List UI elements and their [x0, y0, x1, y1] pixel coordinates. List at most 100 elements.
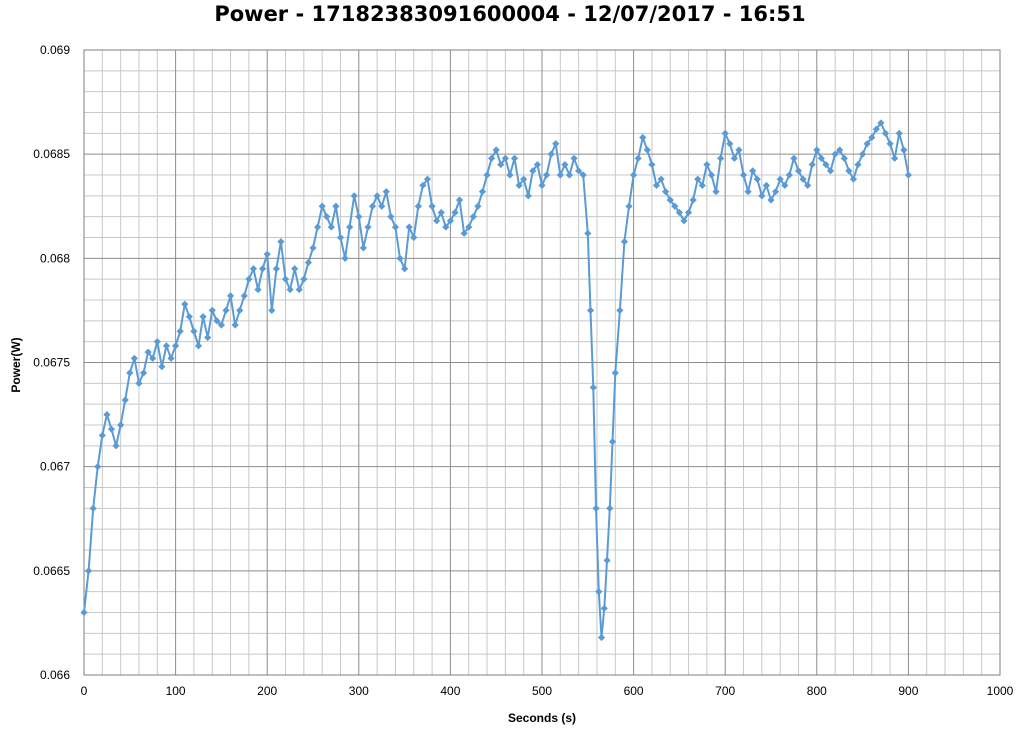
data-point — [556, 171, 564, 179]
data-point — [767, 196, 775, 204]
data-point — [845, 167, 853, 175]
data-point — [327, 223, 335, 231]
data-point — [538, 181, 546, 190]
y-tick-label: 0.066 — [40, 668, 70, 682]
data-point — [794, 167, 803, 175]
data-point — [405, 223, 413, 231]
data-point — [478, 188, 487, 196]
data-point — [410, 233, 418, 242]
data-point — [84, 567, 93, 575]
data-point — [208, 306, 216, 315]
data-point — [776, 175, 784, 183]
data-point — [634, 154, 642, 162]
data-point — [121, 396, 129, 404]
data-point — [112, 442, 120, 450]
data-point — [236, 306, 244, 315]
data-point — [643, 146, 651, 154]
data-point — [259, 265, 267, 273]
data-point — [346, 223, 354, 231]
data-point — [414, 202, 422, 210]
data-point — [684, 208, 693, 217]
data-point — [753, 175, 761, 183]
chart-title: Power - 17182383091600004 - 12/07/2017 -… — [214, 2, 806, 26]
data-point — [808, 160, 816, 169]
data-point — [153, 338, 161, 346]
data-point — [712, 188, 720, 196]
data-point — [881, 129, 890, 137]
data-point — [595, 588, 603, 596]
y-axis-label: Power(W) — [9, 337, 23, 392]
data-point — [671, 202, 679, 210]
data-point — [497, 160, 505, 169]
data-point — [254, 285, 262, 294]
data-point — [565, 171, 574, 179]
data-point — [80, 608, 88, 617]
data-point — [781, 181, 789, 190]
data-point — [859, 150, 867, 158]
data-point — [286, 285, 294, 294]
data-point — [611, 369, 619, 377]
data-point — [608, 438, 617, 446]
x-tick-label: 100 — [166, 684, 186, 698]
data-point — [533, 160, 542, 169]
data-point — [135, 379, 143, 387]
x-tick-label: 300 — [349, 684, 369, 698]
data-point — [300, 275, 308, 283]
y-tick-label: 0.0685 — [33, 147, 70, 161]
data-point — [364, 223, 372, 231]
data-point — [703, 160, 711, 169]
data-point — [130, 354, 138, 362]
data-point — [849, 175, 858, 183]
data-point — [726, 140, 734, 148]
data-point — [350, 192, 358, 200]
data-point — [579, 171, 587, 179]
data-point — [291, 265, 299, 273]
data-point — [589, 383, 597, 392]
data-point — [401, 265, 409, 273]
data-point — [717, 154, 725, 162]
data-point — [872, 125, 880, 133]
x-tick-label: 800 — [807, 684, 827, 698]
data-point — [515, 181, 523, 190]
data-point — [149, 354, 157, 362]
data-point — [799, 175, 807, 183]
data-point — [323, 213, 331, 221]
data-point — [455, 196, 464, 204]
data-point — [139, 369, 148, 377]
data-point — [854, 160, 862, 169]
y-tick-label: 0.068 — [40, 251, 70, 265]
data-point — [501, 154, 509, 162]
data-point — [341, 254, 349, 262]
data-point — [680, 217, 688, 225]
data-point — [868, 133, 876, 142]
data-point — [313, 223, 322, 231]
data-point — [107, 425, 116, 433]
data-point — [524, 192, 532, 200]
data-point — [94, 463, 102, 471]
data-point — [831, 150, 839, 158]
data-point — [419, 181, 427, 190]
data-point — [382, 188, 390, 196]
data-point — [355, 213, 363, 221]
data-point — [199, 313, 207, 321]
data-point — [666, 196, 674, 204]
data-point — [158, 363, 166, 371]
data-point — [630, 171, 638, 179]
x-tick-label: 400 — [440, 684, 460, 698]
data-point — [891, 154, 899, 162]
data-point — [272, 265, 280, 273]
x-tick-label: 900 — [898, 684, 918, 698]
data-point — [762, 181, 771, 190]
data-point — [689, 196, 697, 204]
data-point — [542, 171, 551, 179]
data-point — [492, 146, 500, 154]
data-point — [675, 208, 683, 217]
data-point — [603, 556, 611, 565]
data-point — [213, 317, 221, 325]
y-tick-label: 0.0665 — [33, 564, 70, 578]
data-point — [162, 342, 171, 350]
data-point — [437, 208, 445, 217]
data-point — [103, 410, 111, 419]
x-tick-label: 200 — [257, 684, 277, 698]
